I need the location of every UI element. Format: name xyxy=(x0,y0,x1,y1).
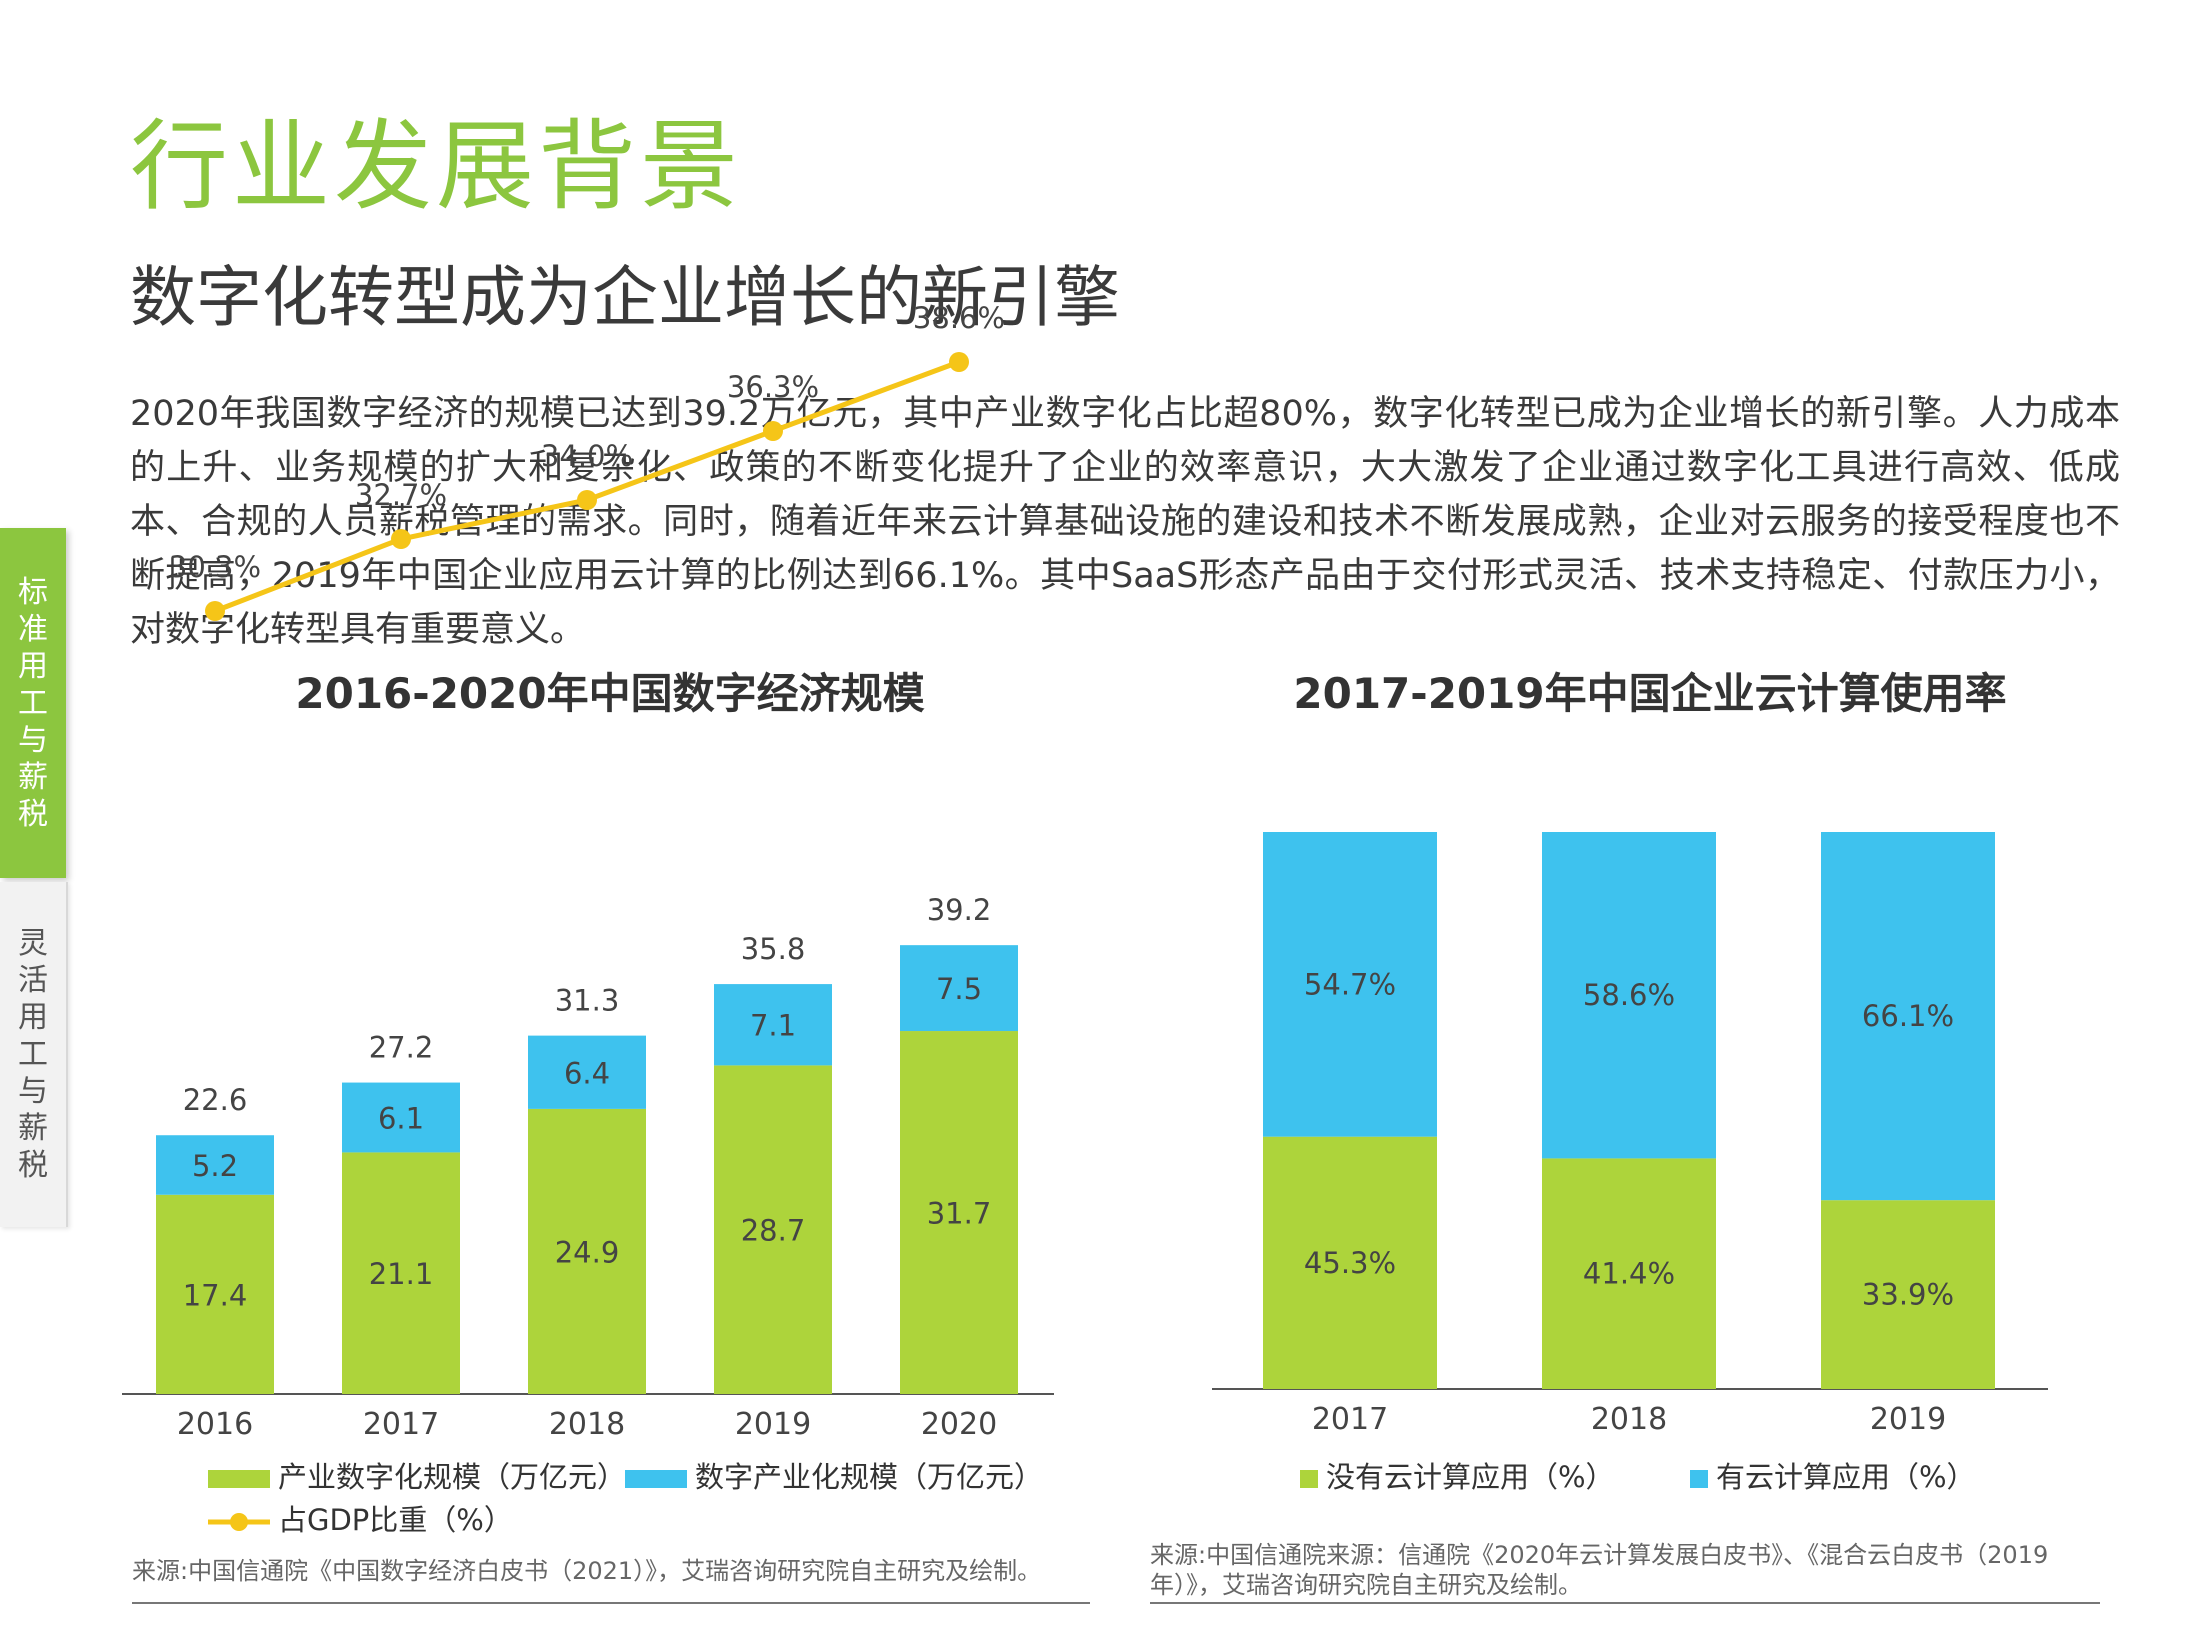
gdp-share-label: 38.6% xyxy=(913,301,1005,335)
source-note-right: 来源:中国信通院来源：信通院《2020年云计算发展白皮书》、《混合云白皮书（20… xyxy=(1150,1541,2049,1599)
legend-swatch-blue xyxy=(625,1470,687,1488)
legend-item-no-cloud: 没有云计算应用（%） xyxy=(1300,1463,1615,1492)
bar-digital-industrialization xyxy=(528,1035,646,1109)
total-label: 35.8 xyxy=(741,932,806,966)
data-label: 58.6% xyxy=(1583,978,1675,1012)
bar-no-cloud xyxy=(1542,1158,1716,1389)
sidebar-tab-flexible[interactable]: 灵活用工与薪税 xyxy=(0,882,68,1227)
divider-right xyxy=(1150,1602,2100,1604)
legend-line-marker xyxy=(208,1513,270,1531)
data-label: 28.7 xyxy=(741,1214,806,1248)
data-label: 31.7 xyxy=(927,1197,992,1231)
bar-has-cloud xyxy=(1263,832,1437,1137)
bar-no-cloud xyxy=(1821,1200,1995,1389)
data-label: 21.1 xyxy=(369,1257,434,1291)
data-label: 54.7% xyxy=(1304,967,1396,1001)
legend-label: 没有云计算应用（%） xyxy=(1326,1460,1615,1494)
data-label: 6.4 xyxy=(564,1056,610,1090)
chart-title-cloud-usage: 2017-2019年中国企业云计算使用率 xyxy=(1293,669,2007,718)
data-label: 33.9% xyxy=(1862,1278,1954,1312)
gdp-share-point xyxy=(763,421,783,441)
data-label: 24.9 xyxy=(555,1235,620,1269)
legend-item-has-cloud: 有云计算应用（%） xyxy=(1690,1463,1976,1492)
total-label: 22.6 xyxy=(183,1083,248,1117)
x-tick-label: 2020 xyxy=(921,1407,997,1442)
data-label: 66.1% xyxy=(1862,999,1954,1033)
bar-has-cloud xyxy=(1821,832,1995,1201)
gdp-share-point xyxy=(205,601,225,621)
gdp-share-point xyxy=(577,490,597,510)
sidebar-tab-label: 灵活用工与薪税 xyxy=(18,926,48,1183)
bar-industrial-digitization xyxy=(342,1152,460,1394)
bar-industrial-digitization xyxy=(156,1194,274,1394)
source-note-left: 来源:中国信通院《中国数字经济白皮书（2021）》，艾瑞咨询研究院自主研究及绘制… xyxy=(132,1557,1042,1585)
bar-digital-industrialization xyxy=(342,1082,460,1153)
data-label: 6.1 xyxy=(378,1101,424,1135)
sidebar-tab-label: 标准用工与薪税 xyxy=(18,574,48,832)
legend-label: 有云计算应用（%） xyxy=(1716,1460,1976,1494)
gdp-share-label: 34.0% xyxy=(541,439,633,473)
bar-industrial-digitization xyxy=(528,1108,646,1394)
x-tick-label: 2018 xyxy=(549,1407,625,1442)
gdp-share-label: 32.7% xyxy=(355,478,447,512)
total-label: 31.3 xyxy=(555,984,620,1018)
gdp-share-point xyxy=(391,529,411,549)
legend-label: 占GDP比重（%） xyxy=(278,1503,513,1537)
data-label: 17.4 xyxy=(183,1278,248,1312)
data-label: 45.3% xyxy=(1304,1246,1396,1280)
bar-digital-industrialization xyxy=(714,984,832,1066)
bar-industrial-digitization xyxy=(900,1031,1018,1394)
legend-item-gdp-share: 占GDP比重（%） xyxy=(208,1506,513,1535)
legend-item-industrial-digitization: 产业数字化规模（万亿元） xyxy=(208,1463,626,1492)
gdp-share-label: 30.3% xyxy=(169,550,261,584)
data-label: 5.2 xyxy=(192,1149,238,1183)
bar-no-cloud xyxy=(1263,1136,1437,1389)
legend-swatch-blue xyxy=(1690,1470,1708,1488)
chart-title-digital-economy: 2016-2020年中国数字经济规模 xyxy=(295,669,925,718)
gdp-share-label: 36.3% xyxy=(727,370,819,404)
bar-has-cloud xyxy=(1542,832,1716,1159)
total-label: 39.2 xyxy=(927,893,992,927)
bar-digital-industrialization xyxy=(156,1135,274,1195)
legend-label: 产业数字化规模（万亿元） xyxy=(278,1460,627,1494)
body-paragraph: 2020年我国数字经济的规模已达到39.2万亿元，其中产业数字化占比超80%，数… xyxy=(130,394,2120,650)
legend-item-digital-industrialization: 数字产业化规模（万亿元） xyxy=(625,1463,1043,1492)
data-label: 7.1 xyxy=(750,1009,796,1043)
x-tick-label: 2018 xyxy=(1591,1402,1667,1437)
x-tick-label: 2016 xyxy=(177,1407,253,1442)
page-subtitle: 数字化转型成为企业增长的新引擎 xyxy=(130,259,1120,336)
x-tick-label: 2017 xyxy=(363,1407,439,1442)
page-title: 行业发展背景 xyxy=(130,110,743,224)
x-tick-label: 2019 xyxy=(1870,1402,1946,1437)
bar-industrial-digitization xyxy=(714,1065,832,1394)
divider-left xyxy=(132,1602,1090,1604)
data-label: 41.4% xyxy=(1583,1257,1675,1291)
sidebar-tab-standard[interactable]: 标准用工与薪税 xyxy=(0,528,66,878)
total-label: 27.2 xyxy=(369,1031,434,1065)
legend-swatch-green xyxy=(208,1470,270,1488)
x-tick-label: 2019 xyxy=(735,1407,811,1442)
gdp-share-point xyxy=(949,352,969,372)
bar-digital-industrialization xyxy=(900,945,1018,1032)
data-label: 7.5 xyxy=(936,972,982,1006)
legend-label: 数字产业化规模（万亿元） xyxy=(695,1460,1044,1494)
x-tick-label: 2017 xyxy=(1312,1402,1388,1437)
legend-swatch-green xyxy=(1300,1470,1318,1488)
